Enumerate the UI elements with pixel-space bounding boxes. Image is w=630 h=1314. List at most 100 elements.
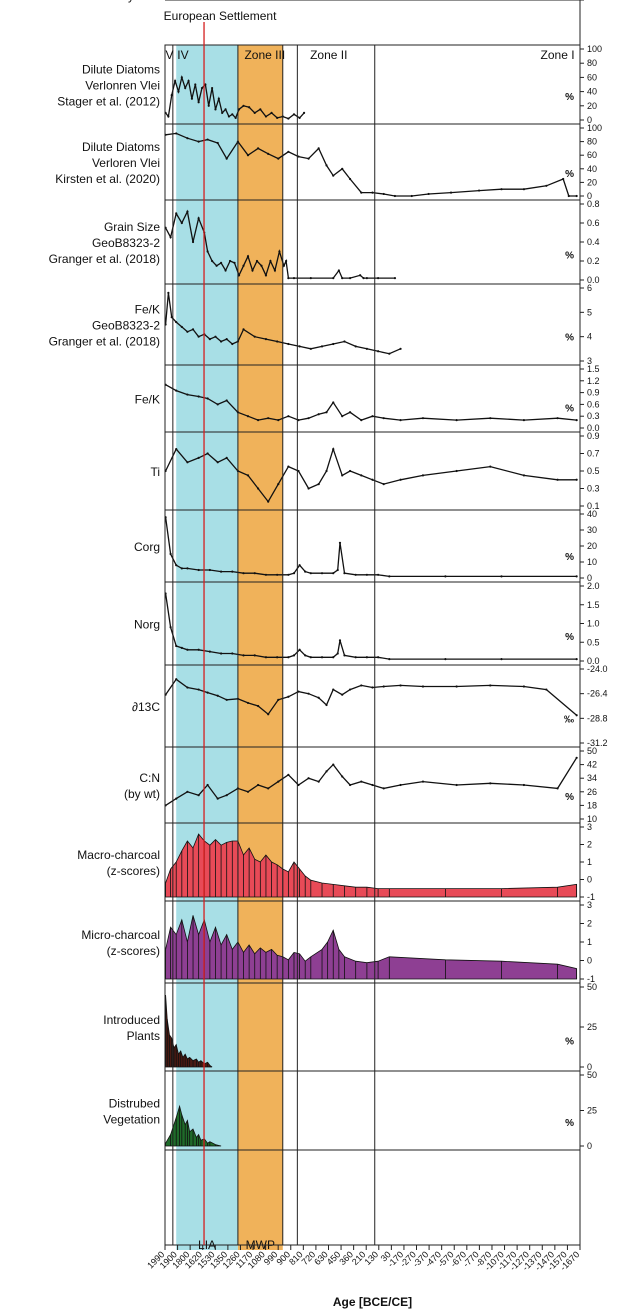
data-point	[180, 76, 183, 79]
data-point	[382, 483, 385, 486]
y-tick-label: 2	[587, 840, 592, 850]
data-point	[575, 658, 578, 661]
panel-label: Verlonren Vlei	[85, 79, 160, 93]
unit-label: ‰	[564, 714, 574, 725]
data-point	[186, 137, 189, 140]
panel-8: -24.0 -26.4 -28.8 -31.2 ‰ ∂13C	[132, 664, 607, 748]
data-point	[216, 461, 219, 464]
panel-label: Dilute Diatoms	[82, 63, 160, 77]
zone-label: Zone I	[541, 48, 575, 62]
data-point	[348, 783, 352, 787]
data-point	[287, 773, 290, 776]
data-point	[190, 97, 194, 100]
data-point	[348, 411, 352, 414]
data-point	[186, 567, 189, 570]
x-axis-label: Age [BCE/CE]	[333, 1295, 412, 1309]
panel-label: Corg	[134, 540, 160, 554]
panel-12: 50 25 0% Introduced Plants	[103, 982, 597, 1072]
series-line	[164, 593, 577, 660]
y-tick-label: 25	[587, 1106, 597, 1116]
data-point	[359, 274, 362, 277]
data-point	[449, 191, 453, 194]
data-point	[169, 552, 172, 556]
y-tick-label: 3	[587, 356, 592, 366]
data-point	[287, 573, 290, 576]
data-point	[371, 415, 374, 418]
panel-label: Forest	[126, 0, 161, 3]
data-point	[302, 111, 306, 114]
data-point	[304, 654, 307, 657]
data-point	[169, 236, 172, 239]
zone-boundaries: V IV Zone III Zone II Zone I European Settlem…	[164, 9, 581, 1246]
data-point	[197, 648, 200, 651]
data-point	[307, 692, 310, 695]
y-tick-label: 1.0	[587, 619, 600, 629]
data-point	[231, 570, 234, 573]
panel-label: Fe/K	[135, 303, 160, 317]
data-point	[237, 108, 241, 111]
data-point	[277, 483, 280, 486]
unit-label: %	[565, 792, 574, 803]
panel-label: Granger et al. (2018)	[49, 252, 160, 266]
shade-lia	[176, 45, 238, 1250]
data-point	[360, 780, 363, 783]
data-point	[200, 86, 204, 90]
data-point	[382, 192, 385, 196]
data-point	[354, 656, 357, 659]
panel-label: Plants	[127, 1029, 160, 1043]
data-point	[575, 756, 578, 759]
data-point	[259, 108, 262, 111]
y-tick-label: 3	[587, 822, 592, 832]
data-point	[348, 177, 352, 181]
panel-13: 50 25 0% Distrubed Vegetation	[103, 1070, 597, 1151]
data-point	[264, 274, 268, 277]
y-tick-label: 1	[587, 857, 592, 867]
y-tick-label: 0.5	[587, 466, 600, 476]
panel-label: GeoB8323-2	[92, 236, 160, 250]
data-point	[260, 264, 263, 267]
data-point	[256, 487, 260, 490]
data-point	[336, 568, 339, 572]
y-tick-label: 40	[587, 0, 597, 2]
data-point	[307, 777, 310, 780]
data-point	[297, 419, 300, 422]
data-point	[341, 415, 344, 418]
y-tick-label: 25	[587, 1022, 597, 1032]
data-point	[325, 703, 328, 707]
y-tick-label: 4	[587, 332, 592, 342]
panel-label: Norg	[134, 618, 160, 632]
data-point	[332, 448, 335, 451]
data-point	[298, 116, 301, 119]
unit-label: %	[565, 251, 574, 262]
data-point	[208, 650, 211, 653]
panel-label: Granger et al. (2018)	[49, 335, 160, 349]
data-point	[522, 419, 526, 422]
y-tick-label: 0.4	[587, 237, 600, 247]
data-point	[276, 116, 279, 119]
data-point	[175, 644, 178, 648]
data-point	[341, 693, 344, 696]
data-point	[180, 567, 183, 570]
panel-label: Fe/K	[135, 393, 160, 407]
data-point	[354, 345, 357, 348]
y-tick-label: 40	[587, 164, 597, 174]
data-point	[184, 86, 187, 90]
y-tick-label: 60	[587, 72, 597, 82]
y-tick-label: 0.7	[587, 449, 600, 459]
y-tick-label: -26.4	[587, 689, 608, 699]
panel-label: C:N	[139, 771, 160, 785]
data-point	[307, 417, 310, 420]
data-point	[562, 177, 565, 181]
data-point	[545, 184, 548, 187]
y-tick-label: 20	[587, 101, 597, 111]
panel-label: Kirsten et al. (2020)	[55, 172, 160, 186]
data-point	[556, 417, 559, 420]
data-point	[216, 141, 219, 145]
y-tick-label: 20	[587, 541, 597, 551]
panel-11: 3 2 1 0 -1 Micro-charcoal (z-scores)	[81, 900, 595, 984]
y-tick-label: 0	[587, 0, 592, 2]
y-tick-label: 50	[587, 1070, 597, 1080]
y-tick-label: 0.6	[587, 399, 600, 409]
